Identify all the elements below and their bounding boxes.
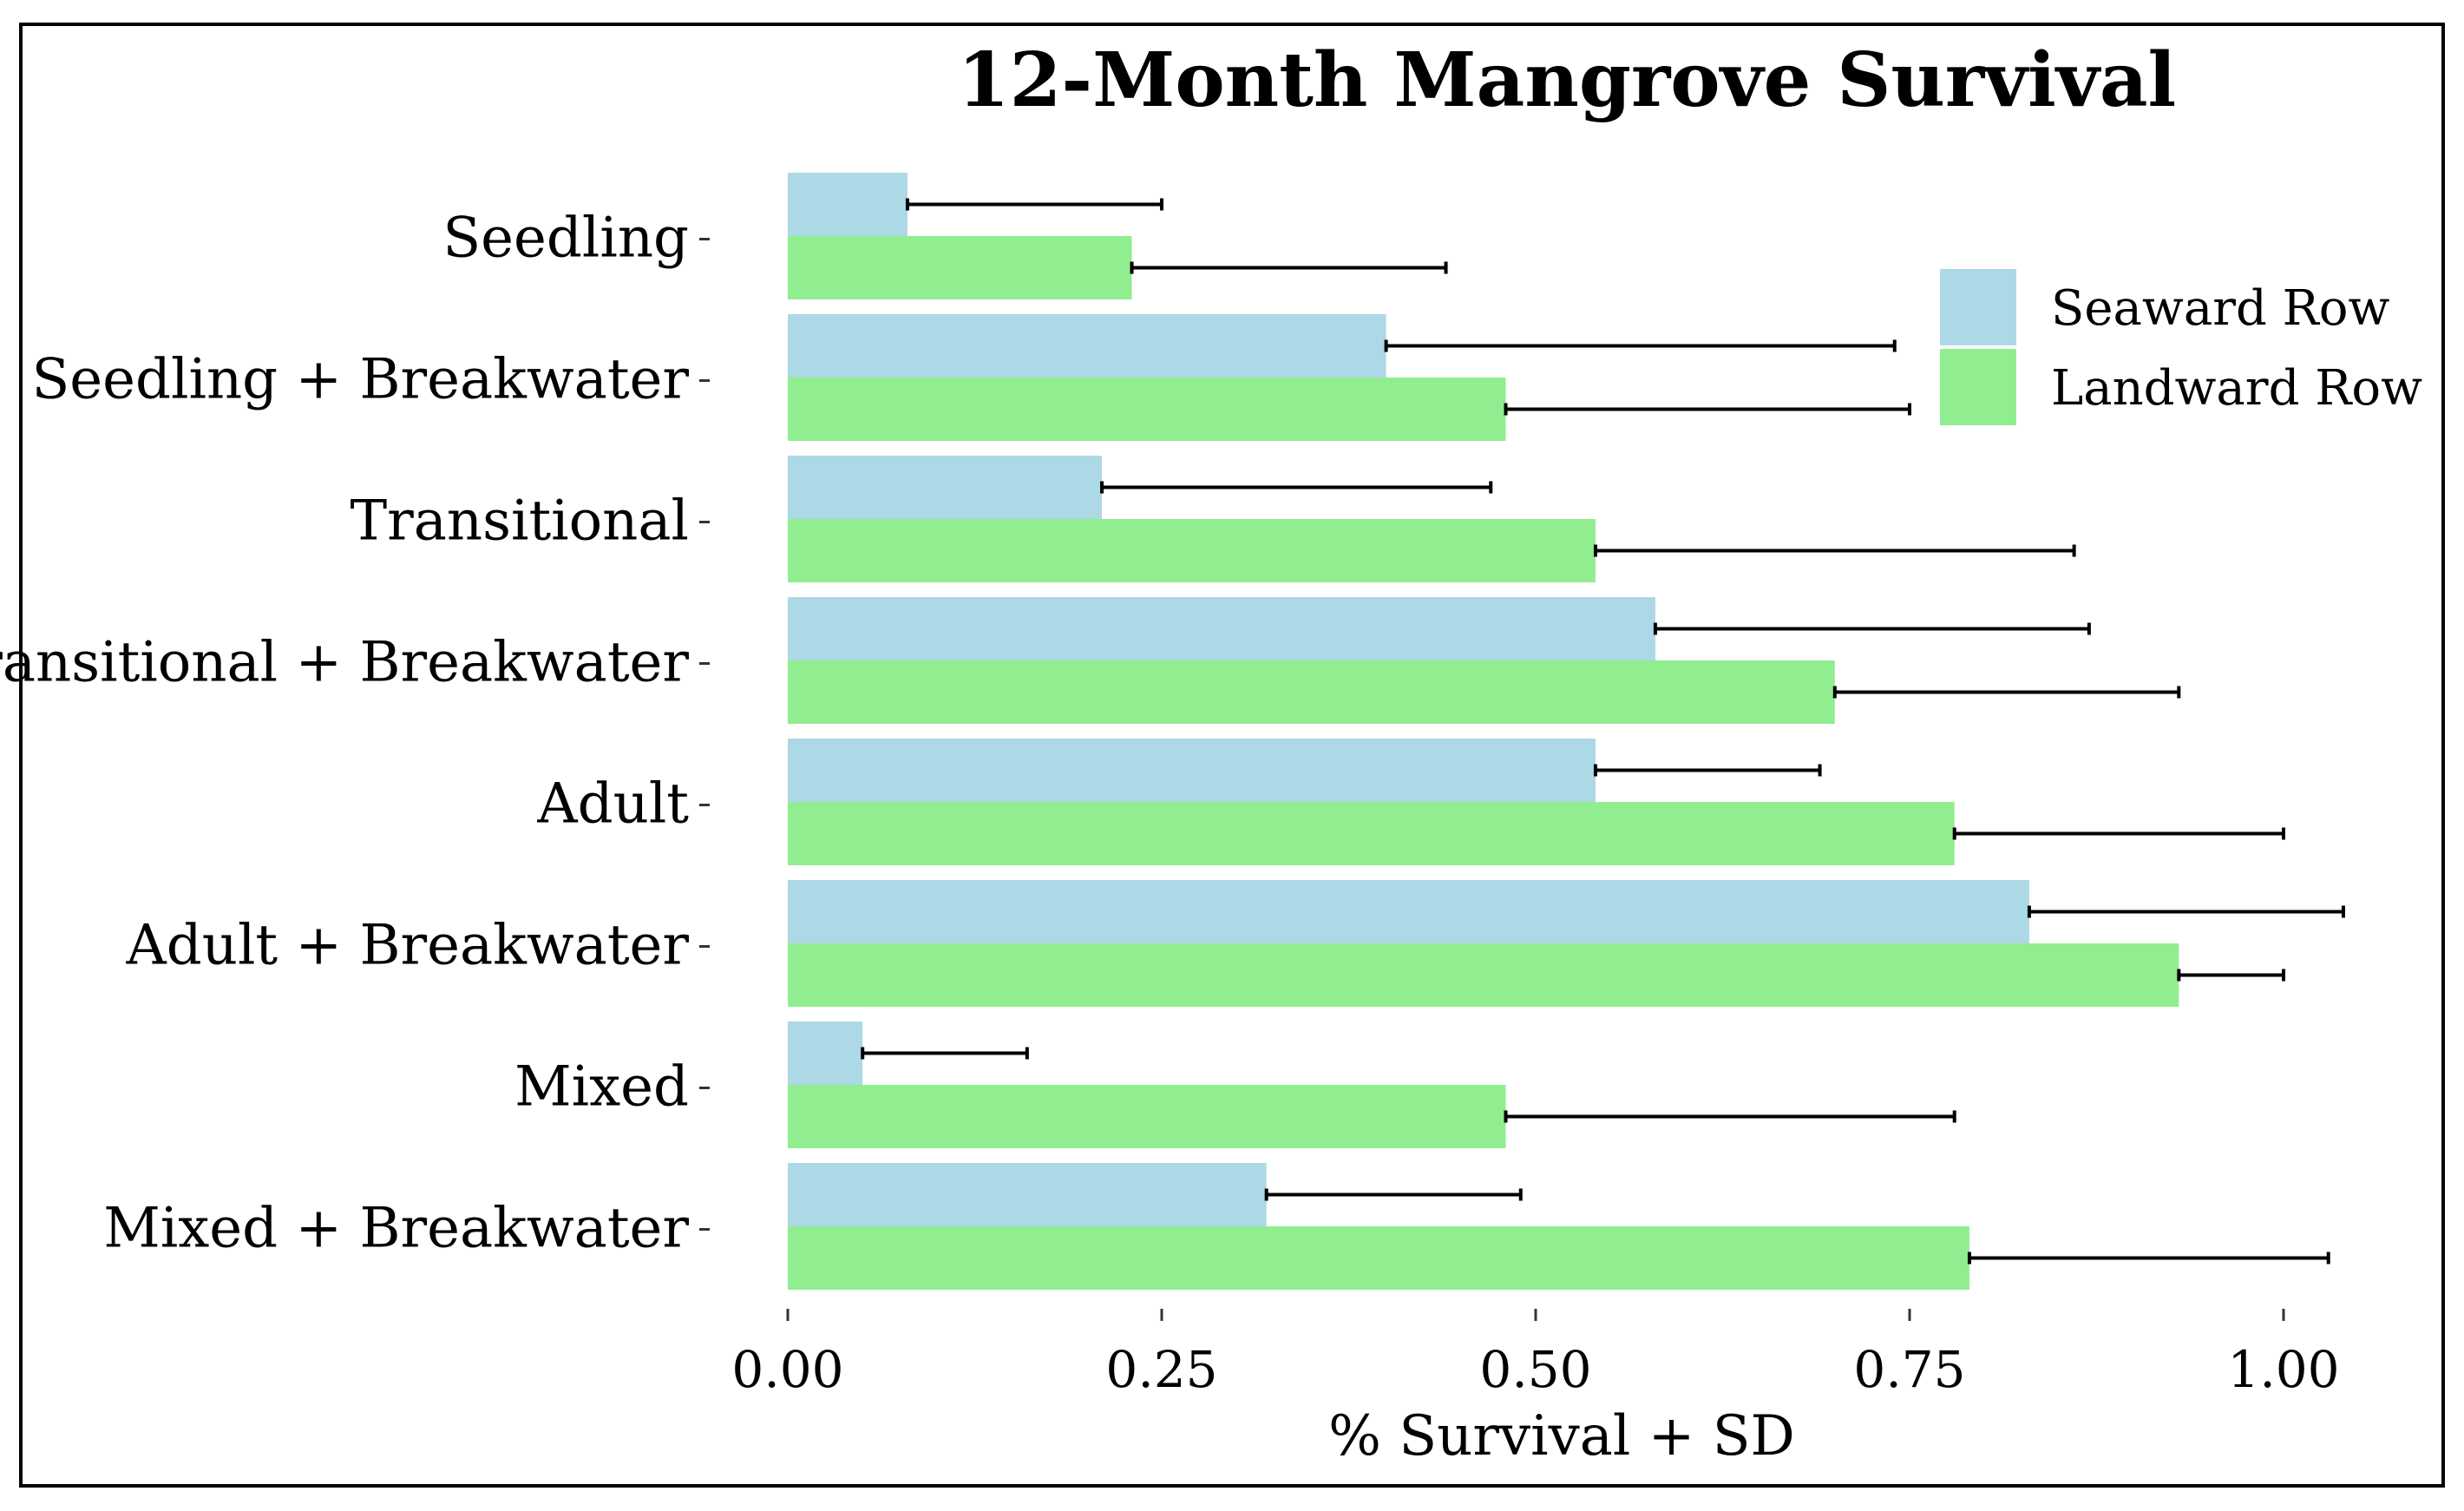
category-label: Adult + Breakwater (126, 914, 690, 978)
legend-swatch-landward (1940, 349, 2016, 425)
x-tick-label: 1.00 (2227, 1340, 2339, 1399)
bar-seaward (788, 739, 1596, 802)
bar-seaward (788, 456, 1103, 519)
x-axis-label: % Survival + SD (1328, 1404, 1795, 1468)
category-label: Seedling + Breakwater (31, 348, 689, 412)
bar-seaward (788, 1022, 863, 1085)
x-tick-label: 0.00 (731, 1340, 843, 1399)
category-label: Mixed + Breakwater (103, 1197, 689, 1261)
category-label: Adult (536, 772, 689, 837)
bar-seaward (788, 880, 2029, 943)
x-tick-label: 0.75 (1853, 1340, 1965, 1399)
x-tick-label: 0.25 (1105, 1340, 1217, 1399)
bar-seaward (788, 1163, 1267, 1226)
bar-landward (788, 378, 1506, 441)
bar-landward (788, 236, 1132, 299)
legend: Seaward Row Landward Row (1940, 269, 2422, 425)
legend-label-seaward: Seaward Row (2051, 280, 2390, 337)
bar-landward (788, 1226, 1969, 1290)
category-label: Transitional (350, 489, 689, 554)
plot-area: Seedling Seedling + Breakwater Transitiona… (0, 173, 2345, 1399)
bar-landward (788, 1085, 1506, 1148)
legend-label-landward: Landward Row (2051, 360, 2422, 417)
category-label: Mixed (514, 1055, 689, 1120)
bar-seaward (788, 314, 1386, 378)
bar-landward (788, 660, 1835, 724)
chart-frame (19, 23, 2445, 1488)
bar-landward (788, 943, 2179, 1007)
bar-landward (788, 519, 1596, 582)
bar-seaward (788, 173, 908, 236)
category-label: Transitional + Breakwater (0, 631, 689, 695)
bar-landward (788, 802, 1955, 865)
bar-seaward (788, 597, 1655, 660)
x-tick-label: 0.50 (1479, 1340, 1591, 1399)
category-label: Seedling (442, 207, 689, 271)
chart-title: 12-Month Mangrove Survival (958, 36, 2176, 124)
legend-swatch-seaward (1940, 269, 2016, 345)
